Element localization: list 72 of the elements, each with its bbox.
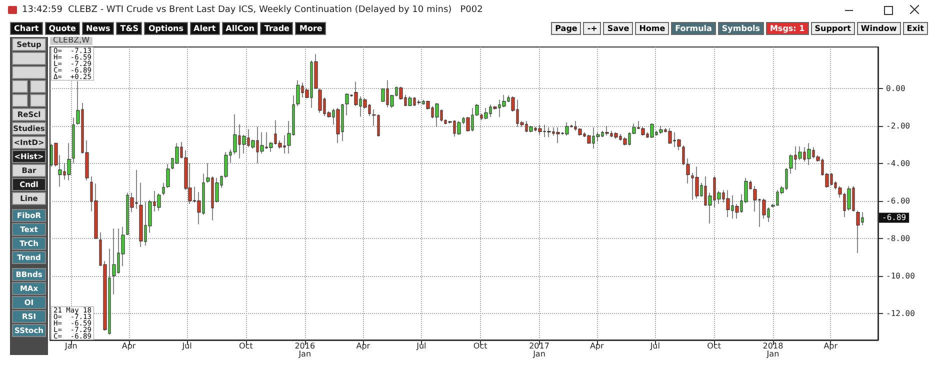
y-tick-label: -2.00 xyxy=(886,121,910,130)
text: AllCon xyxy=(222,22,258,35)
candlestick xyxy=(67,142,71,181)
candlestick xyxy=(807,142,811,166)
text: Page xyxy=(551,22,582,35)
candlestick xyxy=(139,182,143,248)
text: T&S xyxy=(116,22,142,35)
x-tick-label: Jul xyxy=(649,342,660,350)
text: More xyxy=(295,22,326,35)
text: -+ xyxy=(583,22,602,35)
candlestick xyxy=(650,123,654,138)
annotation: -6.89 xyxy=(882,213,906,222)
x-tick-label: Oct xyxy=(707,342,721,350)
candlestick xyxy=(345,92,349,116)
x-tick-label: 2016 Jan xyxy=(294,342,316,358)
candlestick xyxy=(623,136,627,146)
x-tick-label: 2018 Jan xyxy=(762,342,784,358)
x-tick-label: Jan xyxy=(64,342,78,350)
text: Home xyxy=(635,22,670,35)
candlestick xyxy=(659,126,663,134)
candlestick xyxy=(296,80,300,106)
candlestick xyxy=(538,124,542,136)
candlestick xyxy=(565,122,569,136)
candlestick xyxy=(614,132,618,140)
x-tick-label: Jul xyxy=(181,342,192,350)
candlestick xyxy=(318,88,322,114)
x-tick-label: Apr xyxy=(824,342,838,350)
text: Exit xyxy=(902,22,928,35)
text: Trade xyxy=(260,22,294,35)
text: Chart xyxy=(10,22,43,35)
x-tick-label: Jul xyxy=(416,342,426,350)
x-tick-label: 2017 Jan xyxy=(529,342,550,358)
text: Save xyxy=(603,22,634,35)
candlestick xyxy=(726,190,730,218)
candlestick xyxy=(72,117,75,164)
y-tick-label: -10.00 xyxy=(886,272,916,281)
y-tick-label: 0.00 xyxy=(886,84,906,93)
text: Window xyxy=(856,22,901,35)
candlestick xyxy=(166,164,170,188)
text: News xyxy=(82,22,114,35)
candlestick xyxy=(856,210,860,254)
candlestick xyxy=(457,120,461,136)
candlestick xyxy=(336,108,340,144)
x-tick-label: Apr xyxy=(122,342,136,350)
candlestick xyxy=(435,102,439,128)
y-tick-label: -8.00 xyxy=(886,234,910,244)
candlestick xyxy=(668,128,672,144)
candlestick xyxy=(408,96,412,106)
candlestick xyxy=(695,166,699,199)
candlestick xyxy=(157,193,161,211)
candlestick xyxy=(556,127,560,144)
text: Symbols xyxy=(718,22,764,35)
text: Quote xyxy=(44,22,80,35)
candlestick xyxy=(547,127,551,138)
y-tick-label: -12.00 xyxy=(886,309,916,318)
text: Formula xyxy=(671,22,716,35)
candlestick xyxy=(162,182,165,196)
text: Options xyxy=(144,22,188,35)
text: Alert xyxy=(190,22,220,35)
candlestick xyxy=(112,228,116,295)
x-tick-label: Apr xyxy=(356,342,371,350)
text: 13:42:59 CLEBZ - WTI Crude vs Brent Last Day ICS, Weekly Continuation (Delayed by 10 mins) P002 xyxy=(21,4,484,17)
candlestick xyxy=(605,126,609,136)
x-tick-label: Apr xyxy=(590,342,605,350)
candlestick xyxy=(484,108,488,120)
candlestick xyxy=(417,99,421,105)
x-tick-label: Oct xyxy=(473,342,488,350)
y-tick-label: -4.00 xyxy=(886,158,910,168)
text: Support xyxy=(810,22,855,35)
text: Msgs: 1 xyxy=(766,22,809,35)
y-tick-label: -6.00 xyxy=(886,196,910,206)
x-tick-label: Oct xyxy=(239,342,253,350)
